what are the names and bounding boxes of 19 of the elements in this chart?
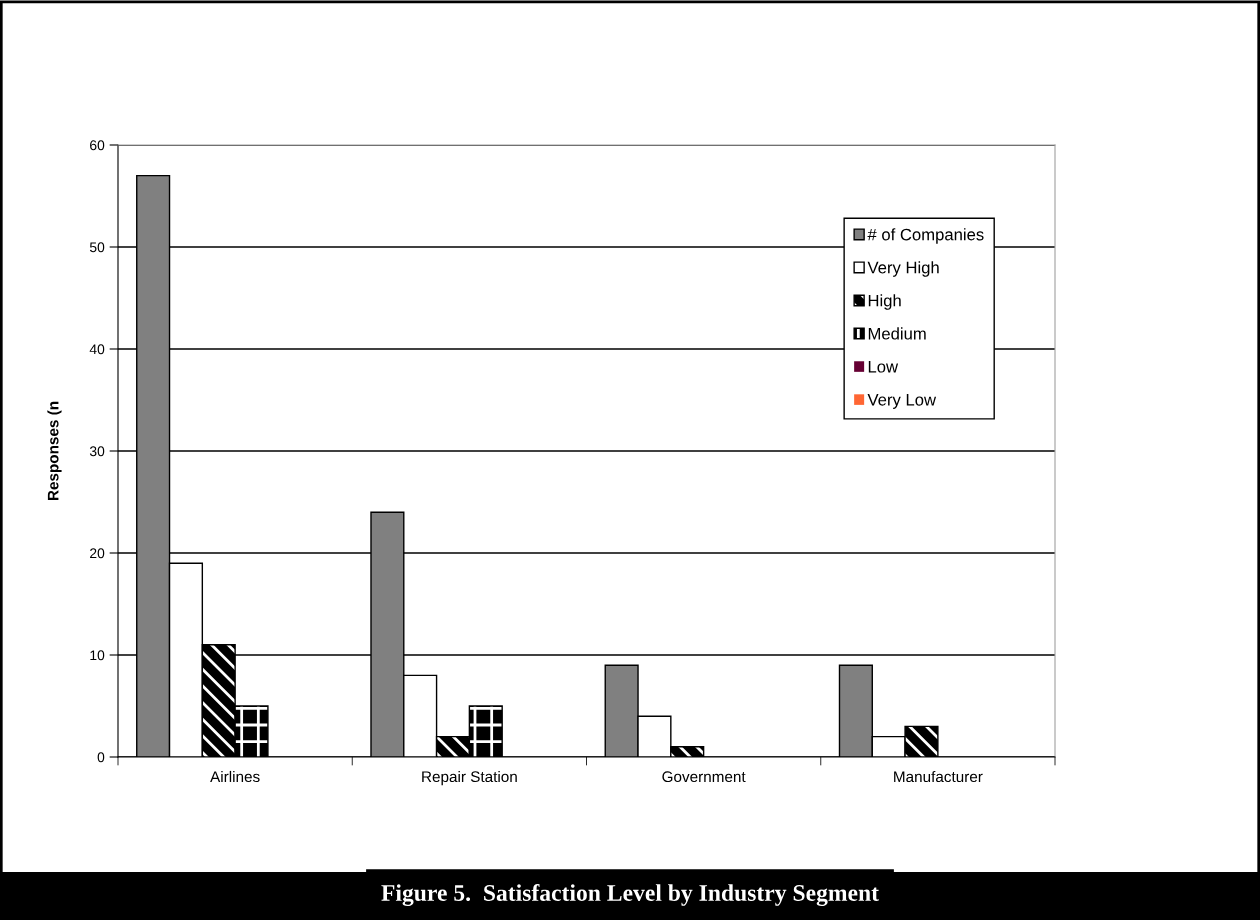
y-tick-label: 40: [89, 344, 105, 355]
y-tick-label: 20: [90, 548, 105, 559]
y-tick-label: 10: [90, 650, 105, 661]
legend-label: Medium: [868, 327, 926, 340]
y-tick-label: 60: [90, 140, 105, 151]
y-tick-label: 0: [97, 752, 105, 763]
y-tick-label: 50: [89, 242, 105, 253]
y-axis-title: Responses (n: [47, 401, 62, 501]
y-tick-label: 30: [89, 446, 105, 457]
x-tick-label: Manufacturer: [894, 770, 983, 783]
x-tick-label: Repair Station: [422, 770, 517, 786]
legend-label: Low: [868, 360, 899, 373]
legend-label: High: [868, 294, 901, 310]
caption: Figure 5. Satisfaction Level by Industry Segment: [381, 884, 879, 906]
legend-label: Very High: [867, 261, 939, 277]
legend-label: # of Companies: [867, 228, 984, 244]
x-tick-label: Government: [662, 771, 746, 783]
legend-label: Very Low: [867, 394, 937, 409]
x-tick-label: Airlines: [210, 770, 260, 783]
